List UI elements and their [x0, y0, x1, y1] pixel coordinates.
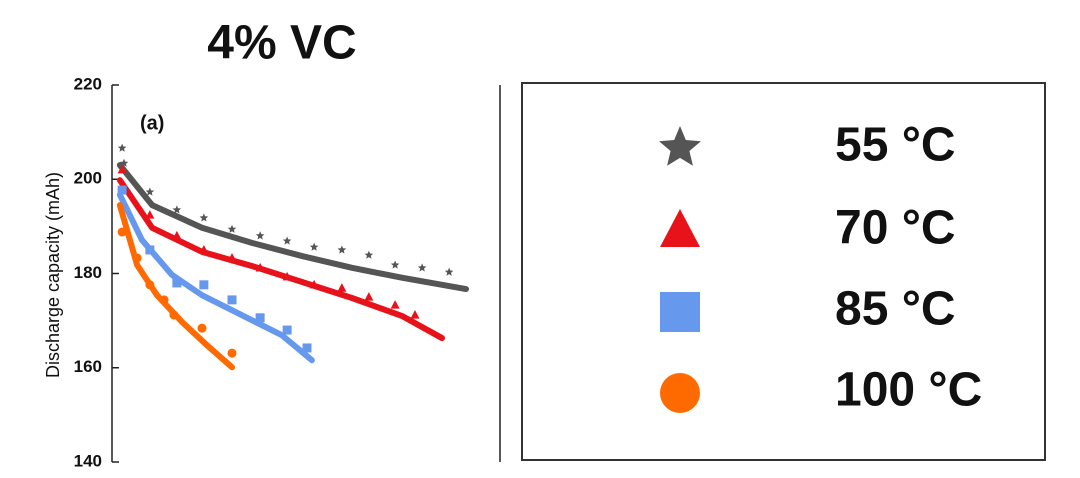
chart-title: 4% VC: [207, 17, 356, 70]
marker: [255, 231, 265, 240]
marker: [197, 323, 207, 333]
marker: [364, 292, 374, 301]
marker: [282, 236, 292, 245]
marker: [410, 310, 420, 319]
y-tick-label: 160: [74, 357, 102, 376]
marker: [255, 313, 265, 323]
marker: [255, 262, 265, 272]
legend-label: 85 °C: [835, 283, 956, 336]
marker: [117, 164, 127, 174]
panel-label: (a): [140, 112, 164, 134]
marker: [309, 279, 319, 289]
marker: [145, 187, 155, 196]
marker: [199, 213, 209, 222]
marker: [417, 263, 427, 272]
marker: [337, 283, 347, 292]
marker: [227, 348, 237, 358]
fit-line: [116, 177, 445, 342]
legend-label: 100 °C: [835, 364, 982, 417]
marker: [227, 252, 237, 262]
legend-box: [521, 82, 1046, 461]
y-tick-label: 200: [74, 169, 102, 188]
marker: [390, 300, 400, 309]
y-tick-label: 180: [74, 263, 102, 282]
marker: [145, 280, 155, 290]
marker: [199, 244, 209, 254]
marker: [159, 295, 169, 305]
y-tick-label: 140: [74, 451, 102, 470]
fit-line: [116, 191, 315, 364]
fit-line: [116, 162, 469, 293]
marker: [302, 343, 312, 353]
marker: [145, 210, 155, 219]
marker: [337, 245, 347, 254]
legend-symbol: [660, 292, 700, 332]
marker: [117, 227, 127, 237]
marker: [309, 242, 319, 251]
marker: [227, 224, 237, 233]
marker: [117, 143, 127, 152]
marker: [169, 310, 179, 320]
marker: [282, 271, 292, 281]
legend-symbol: [660, 209, 700, 247]
marker: [172, 205, 182, 214]
marker: [117, 185, 127, 195]
y-tick-label: 220: [74, 74, 102, 93]
marker: [145, 245, 155, 255]
legend-symbol: [659, 126, 701, 166]
marker: [282, 325, 292, 335]
legend-label: 70 °C: [835, 202, 956, 255]
marker: [390, 260, 400, 269]
marker: [172, 230, 182, 240]
marker: [364, 250, 374, 259]
marker: [199, 280, 209, 290]
marker: [227, 295, 237, 305]
legend-label: 55 °C: [835, 119, 956, 172]
legend-symbol: [660, 373, 700, 413]
marker: [172, 278, 182, 288]
marker: [132, 253, 142, 263]
marker: [444, 267, 454, 276]
marker: [119, 158, 129, 167]
y-axis-label: Discharge capacity (mAh): [43, 172, 63, 378]
